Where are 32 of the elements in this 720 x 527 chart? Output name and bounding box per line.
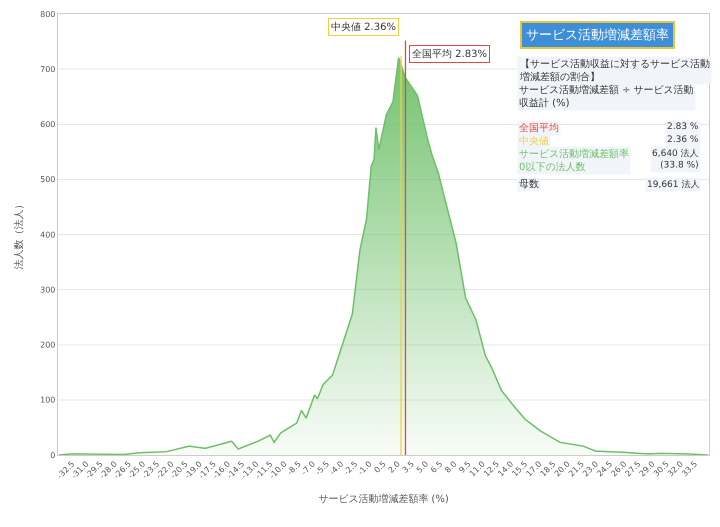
annotation: 全国平均 xyxy=(519,122,559,134)
y-tick-label: 500 xyxy=(40,175,56,184)
x-tick-label: 2.0 xyxy=(386,459,402,475)
x-tick-label: 6.5 xyxy=(428,459,444,475)
ref-line-label: 中央値 2.36% xyxy=(331,21,396,33)
annotation: 6,640 法人 xyxy=(652,148,699,159)
y-tick-label: 300 xyxy=(40,285,56,294)
y-tick-label: 700 xyxy=(40,64,56,74)
y-tick-label: 400 xyxy=(40,230,56,240)
annotation: 2.36 % xyxy=(667,135,699,145)
x-tick-label: 3.5 xyxy=(400,459,416,475)
annotation: 19,661 法人 xyxy=(647,179,700,190)
annotation: 母数 xyxy=(519,179,539,190)
x-tick-label: 5.0 xyxy=(414,459,430,475)
annotation: 中央値 xyxy=(519,135,549,147)
x-axis-title: サービス活動増減差額率 (%) xyxy=(318,492,449,505)
y-tick-label: 0 xyxy=(50,450,56,460)
x-tick-label: 0.5 xyxy=(372,459,388,475)
annotation: 2.83 % xyxy=(667,122,699,132)
ref-line-label: 全国平均 2.83% xyxy=(412,48,487,60)
y-tick-label: 800 xyxy=(40,10,56,19)
annotation: 0以下の法人数 xyxy=(519,161,586,173)
annotation: サービス活動増減差額 ÷ サービス活動収益計 (%) xyxy=(519,84,694,109)
y-tick-label: 600 xyxy=(40,120,56,130)
annotation: 【サービス活動収益に対するサービス活動増減差額の割合】 xyxy=(519,58,710,83)
y-tick-label: 100 xyxy=(40,396,56,405)
y-axis-title: 法人数（法人） xyxy=(13,200,26,270)
text: サービス活動増減差額率 xyxy=(526,27,669,43)
annotation: サービス活動増減差額率 xyxy=(519,148,629,160)
annotation: (33.8 %) xyxy=(660,160,699,171)
y-tick-label: 200 xyxy=(40,340,56,350)
x-tick-label: 8.0 xyxy=(443,459,459,475)
